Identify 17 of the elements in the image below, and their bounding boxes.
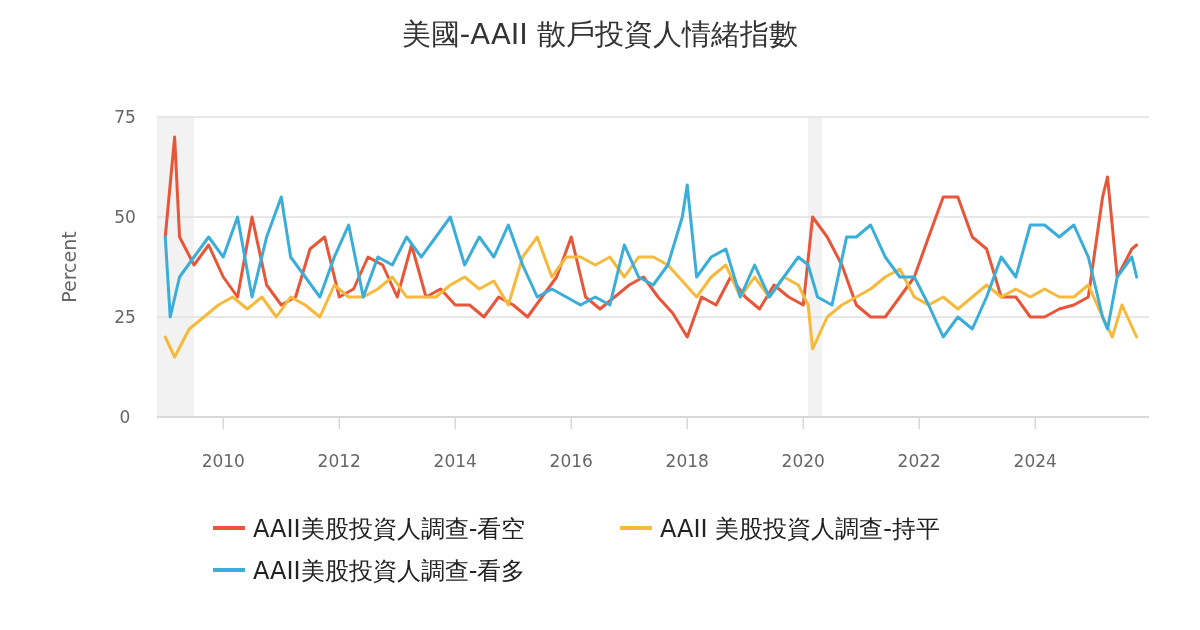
x-tick-label: 2022	[897, 451, 941, 471]
y-tick-label: 0	[119, 407, 131, 427]
y-tick-label: 25	[114, 307, 136, 327]
x-tick-label: 2010	[201, 451, 245, 471]
legend-label: AAII 美股投資人調查-持平	[660, 515, 940, 543]
x-tick-label: 2016	[549, 451, 593, 471]
x-tick-label: 2014	[433, 451, 477, 471]
x-tick-label: 2018	[665, 451, 709, 471]
y-axis-title: Percent	[58, 231, 80, 303]
legend-label: AAII美股投資人調查-看空	[253, 515, 526, 543]
x-tick-label: 2024	[1013, 451, 1057, 471]
y-tick-label: 50	[114, 207, 136, 227]
chart-title: 美國-AAII 散戶投資人情緒指數	[401, 17, 799, 51]
y-tick-label: 75	[114, 107, 136, 127]
x-tick-label: 2012	[317, 451, 361, 471]
x-tick-label: 2020	[781, 451, 825, 471]
legend-label: AAII美股投資人調查-看多	[253, 557, 526, 585]
